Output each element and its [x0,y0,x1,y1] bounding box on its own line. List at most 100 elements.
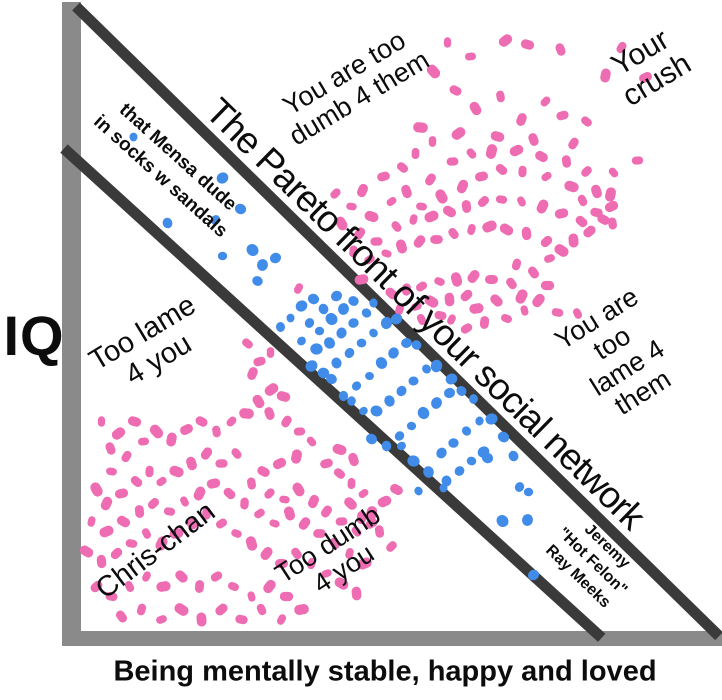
too-dumb-4-them-cluster-dot [606,216,618,230]
pareto-front-band-cluster-dot [368,403,384,419]
too-lame-4-you-cluster-dot [154,613,168,625]
too-lame-4-you-cluster-dot [164,431,178,447]
pareto-front-band-cluster-dot [342,346,356,360]
too-dumb-4-them-cluster-dot [449,124,467,142]
too-dumb-4-them-cluster-dot [445,156,459,166]
pareto-front-band-cluster-dot [483,411,499,427]
too-lame-4-you-cluster-dot [387,481,405,497]
pareto-front-band-cluster-dot [373,355,389,371]
too-dumb-4-them-cluster-dot [468,301,484,315]
too-dumb-4-them-cluster-dot [553,207,569,219]
pareto-front-band-cluster-dot [421,464,435,480]
pareto-front-band-cluster-dot [415,404,431,422]
pareto-front-band-cluster-dot [447,438,459,448]
too-dumb-4-them-cluster-dot [355,181,369,199]
too-dumb-4-them-cluster-dot [412,121,428,133]
too-dumb-4-them-cluster-dot [560,154,572,168]
too-lame-4-you-cluster-dot [270,455,288,471]
too-lame-4-you-cluster-dot [87,480,105,498]
too-lame-4-you-cluster-dot [262,486,276,500]
too-lame-4-you-cluster-dot [214,458,228,468]
too-dumb-4-them-cluster-dot [446,225,460,241]
too-lame-4-you-cluster-dot [304,434,318,448]
too-dumb-4-them-cluster-dot [567,232,579,248]
pareto-front-band-cluster-dot [286,313,294,323]
pareto-front-band-cluster-dot [313,326,325,336]
too-lame-4-you-cluster-dot [350,585,362,601]
too-lame-4-you-cluster-dot [331,466,347,480]
too-dumb-4-them-cluster-dot [408,212,418,226]
too-lame-4-you-cluster-dot [229,527,243,539]
too-lame-4-you-cluster-dot [77,543,95,559]
too-lame-4-you-cluster-dot [254,601,268,617]
too-dumb-4-them-cluster-dot [410,147,420,159]
too-lame-4-you-cluster-dot [195,611,207,627]
too-dumb-4-them-cluster-dot [553,41,567,57]
too-lame-4-you-cluster-dot [97,415,105,427]
too-dumb-4-them-cluster-dot [440,203,458,219]
too-lame-4-you-cluster-dot [356,487,370,499]
too-dumb-4-them-cluster-dot [538,233,554,249]
pareto-front-band-cluster-dot [359,306,373,320]
too-dumb-4-them-cluster-dot [578,163,594,179]
mensa-band-outliers-dot [160,216,174,230]
too-lame-4-you-cluster-dot [250,392,266,410]
pareto-front-band-cluster-dot [385,345,401,361]
too-dumb-4-them-cluster-dot [515,194,527,208]
too-lame-4-you-cluster-dot [290,480,306,498]
pareto-front-band-cluster-dot [302,316,316,330]
too-lame-4-you-cluster-dot [105,466,117,476]
too-lame-4-you-cluster-dot [275,612,287,626]
too-dumb-4-them-cluster-dot [494,89,506,103]
too-dumb-4-them-cluster-dot [496,31,514,49]
pareto-front-band-cluster-dot [382,393,396,409]
too-lame-4-you-cluster-dot [133,504,145,518]
hot-felon-outliers-dot [439,483,447,493]
too-dumb-4-them-cluster-dot [603,185,617,203]
too-lame-4-you-cluster-dot [144,465,154,477]
too-dumb-4-them-cluster-dot [538,94,552,108]
too-dumb-4-them-cluster-dot [532,148,550,164]
too-lame-4-you-cluster-dot [167,463,185,479]
pareto-front-band-cluster-dot [405,453,421,469]
hot-felon-outliers-dot [493,512,511,530]
mensa-band-outliers-dot [216,251,228,261]
too-dumb-4-them-cluster-dot [411,232,427,250]
too-lame-4-you-cluster-dot [262,405,276,421]
too-lame-4-you-cluster-dot [244,534,258,552]
too-lame-4-you-cluster-dot [205,477,221,489]
pareto-front-band-cluster-dot [468,393,478,405]
hot-felon-outliers-dot [480,451,494,465]
pareto-front-band-cluster-dot [452,464,466,478]
too-lame-4-you-cluster-dot [279,413,293,429]
too-lame-4-you-cluster-dot [103,440,117,456]
too-lame-4-you-cluster-dot [255,464,271,478]
y-axis-label: IQ [3,303,65,367]
too-dumb-4-them-cluster-dot [447,83,463,97]
too-dumb-4-them-cluster-dot [428,135,436,147]
too-dumb-4-them-cluster-dot [362,209,380,223]
too-lame-4-you-cluster-dot [278,494,290,504]
too-lame-4-you-cluster-dot [252,506,266,520]
too-dumb-4-them-cluster-dot [432,275,446,287]
mensa-band-outliers-dot [255,258,269,272]
pareto-front-band-cluster-dot [292,298,310,314]
too-lame-4-you-cluster-dot [226,580,240,592]
pareto-front-band-cluster-dot [407,376,419,386]
too-lame-4-you-cluster-dot [318,457,334,469]
too-lame-4-you-cluster-dot [233,613,249,625]
pareto-front-band-cluster-dot [334,325,348,341]
too-dumb-4-them-cluster-dot [631,155,643,165]
too-dumb-4-them-cluster-dot [467,99,483,117]
too-dumb-4-them-cluster-dot [578,114,594,128]
pareto-front-band-cluster-dot [465,455,477,467]
too-lame-4-you-cluster-dot [212,601,230,617]
too-lame-4-you-cluster-dot [229,446,243,460]
pareto-front-band-cluster-dot [459,424,473,438]
too-lame-4-you-cluster-dot [154,474,168,488]
pareto-front-band-cluster-dot [346,317,360,329]
pareto-front-band-cluster-dot [329,356,343,370]
pareto-front-band-cluster-dot [380,440,392,452]
too-dumb-4-them-cluster-dot [449,270,463,288]
pareto-front-band-cluster-dot [355,338,367,348]
